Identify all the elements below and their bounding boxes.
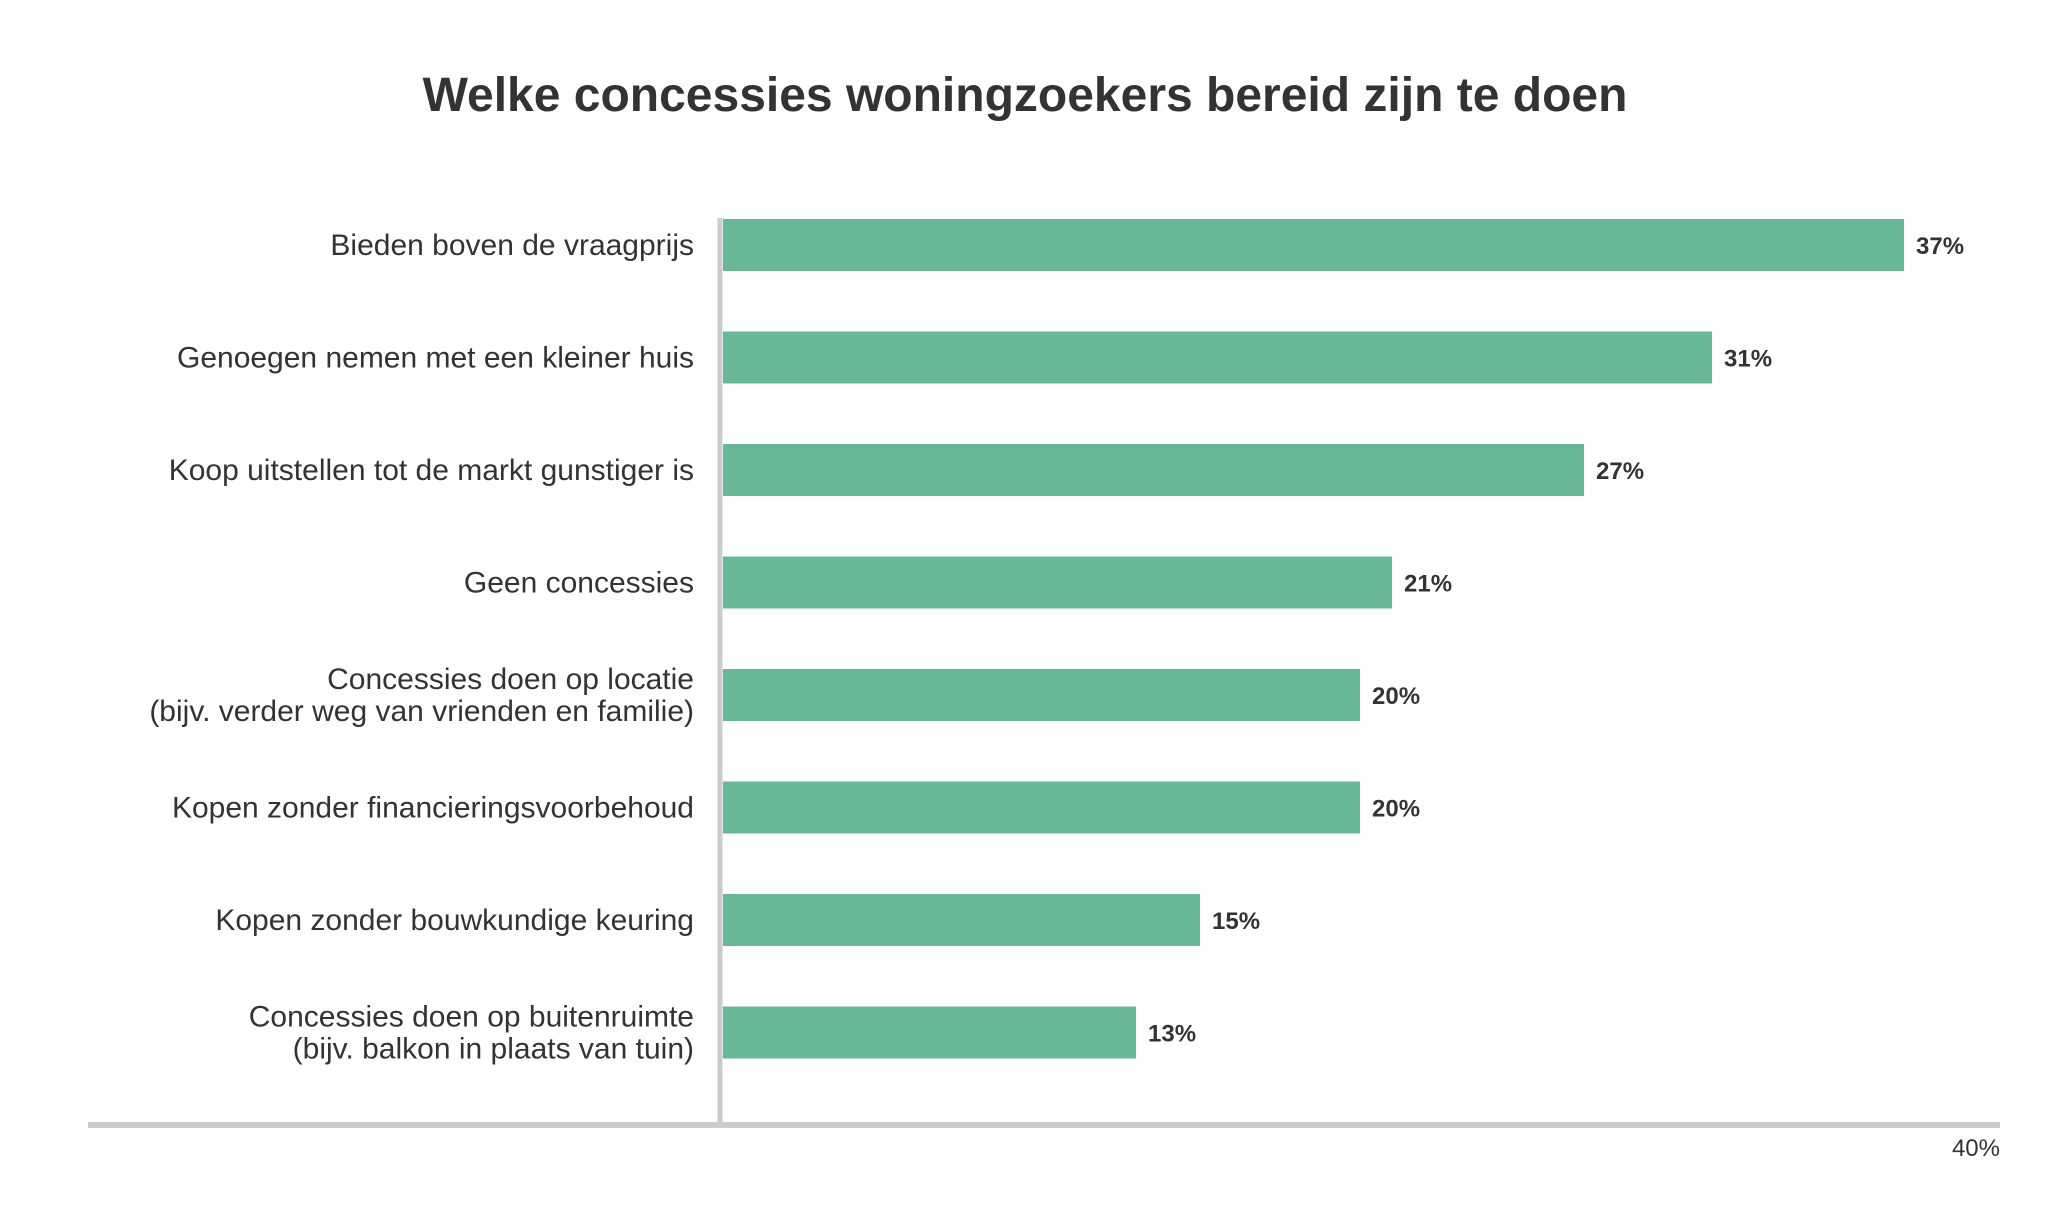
bar <box>723 669 1360 721</box>
x-tick-label: 40% <box>1952 1135 2000 1162</box>
category-label: (bijv. balkon in plaats van tuin) <box>293 1033 694 1066</box>
category-label: Kopen zonder financieringsvoorbehoud <box>172 792 694 825</box>
category-label: (bijv. verder weg van vrienden en famili… <box>149 695 694 728</box>
data-label: 15% <box>1212 908 1260 935</box>
data-label: 37% <box>1916 233 1964 260</box>
bar <box>723 1006 1136 1059</box>
bar <box>723 781 1360 834</box>
category-label: Bieden boven de vraagprijs <box>330 229 694 262</box>
chart-title: Welke concessies woningzoekers bereid zi… <box>422 69 1628 122</box>
data-label: 20% <box>1372 796 1420 823</box>
category-label: Genoegen nemen met een kleiner huis <box>177 342 694 375</box>
bar <box>723 444 1584 496</box>
bar <box>723 556 1392 609</box>
data-label: 31% <box>1724 346 1772 373</box>
category-label: Koop uitstellen tot de markt gunstiger i… <box>169 454 694 487</box>
bar <box>723 331 1712 384</box>
data-label: 21% <box>1404 571 1452 598</box>
category-label: Geen concessies <box>464 567 694 600</box>
data-label: 20% <box>1372 683 1420 710</box>
category-label: Concessies doen op buitenruimte <box>249 1001 694 1034</box>
bar <box>723 219 1904 271</box>
category-label: Kopen zonder bouwkundige keuring <box>215 904 694 937</box>
category-label: Concessies doen op locatie <box>327 663 694 696</box>
data-label: 27% <box>1596 458 1644 485</box>
bar <box>723 894 1200 946</box>
data-label: 13% <box>1148 1021 1196 1048</box>
